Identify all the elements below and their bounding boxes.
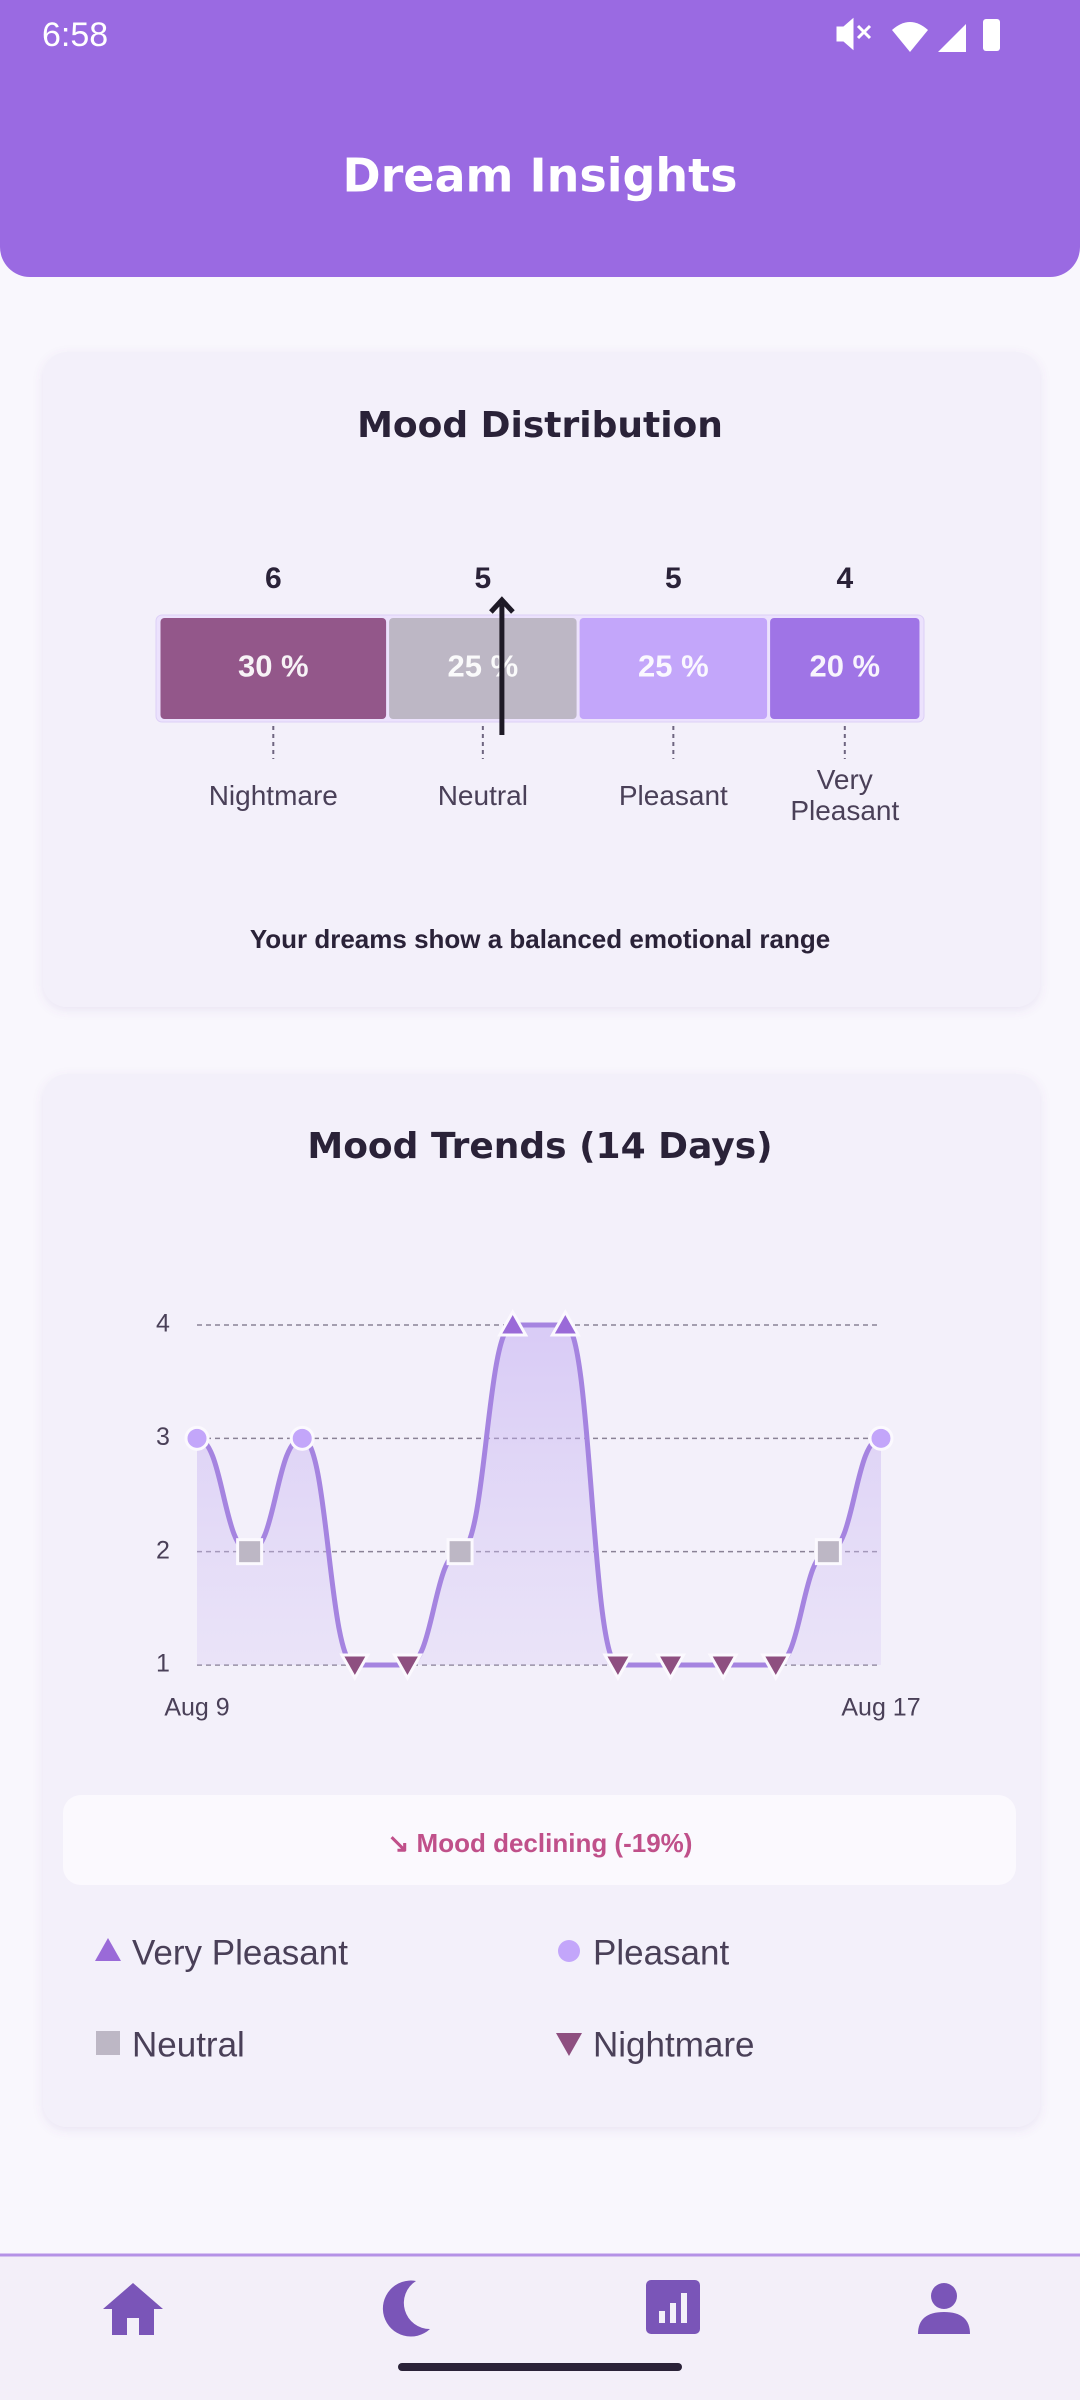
segment-label: 25 % bbox=[638, 649, 709, 684]
category-label-box: Very Pleasant bbox=[790, 764, 900, 826]
status-icons bbox=[836, 17, 1000, 52]
count-label: 5 bbox=[475, 562, 492, 595]
bar-segment bbox=[389, 618, 577, 719]
caption: Your dreams show a balanced emotional ra… bbox=[250, 924, 830, 954]
legend-marker bbox=[558, 1940, 580, 1962]
status-time: 6:58 bbox=[42, 16, 108, 54]
point bbox=[184, 1425, 210, 1451]
y-tick-label: 3 bbox=[156, 1423, 170, 1451]
category-label: Pleasant bbox=[618, 779, 728, 811]
point bbox=[446, 1538, 474, 1566]
count-label: 6 bbox=[265, 562, 282, 595]
point bbox=[339, 1653, 371, 1682]
nav-profile[interactable] bbox=[918, 2283, 970, 2334]
category-label: Nightmare bbox=[208, 779, 338, 811]
card-title: Mood Trends (14 Days) bbox=[307, 1126, 772, 1167]
category-label: Very Pleasant bbox=[790, 764, 900, 826]
y-tick-label: 1 bbox=[156, 1650, 170, 1678]
category-label-box: Neutral bbox=[437, 779, 528, 811]
legend-marker bbox=[95, 1938, 121, 1961]
legend-label: Neutral bbox=[132, 2025, 245, 2064]
point bbox=[814, 1538, 842, 1566]
indicator bbox=[489, 596, 515, 735]
bar-segment bbox=[160, 618, 387, 719]
category-label: Neutral bbox=[437, 779, 528, 811]
card-title: Mood Distribution bbox=[357, 405, 723, 446]
bar-segment bbox=[579, 618, 768, 719]
note-box bbox=[63, 1795, 1016, 1885]
point bbox=[707, 1653, 739, 1682]
point bbox=[868, 1425, 894, 1451]
area bbox=[197, 1325, 881, 1665]
segment-label: 25 % bbox=[448, 649, 519, 684]
legend-marker bbox=[556, 2033, 582, 2056]
nav-home[interactable] bbox=[103, 2283, 163, 2335]
nav-insights[interactable] bbox=[646, 2280, 700, 2334]
count-label: 4 bbox=[836, 562, 853, 595]
home-indicator bbox=[398, 2363, 682, 2371]
header-bar bbox=[0, 0, 1080, 277]
point bbox=[391, 1653, 424, 1682]
x-tick-label: Aug 17 bbox=[841, 1694, 920, 1722]
legend-marker bbox=[96, 2031, 120, 2055]
x-tick-label: Aug 9 bbox=[164, 1694, 229, 1722]
point bbox=[289, 1425, 315, 1451]
point bbox=[236, 1538, 264, 1566]
point bbox=[602, 1653, 634, 1682]
segment-label: 30 % bbox=[238, 649, 309, 684]
legend-label: Pleasant bbox=[593, 1933, 729, 1972]
legend-label: Nightmare bbox=[593, 2025, 754, 2064]
bottom-nav bbox=[0, 2255, 1080, 2400]
legend-label: Very Pleasant bbox=[132, 1933, 348, 1972]
y-tick-label: 2 bbox=[156, 1536, 170, 1564]
point bbox=[549, 1308, 581, 1337]
category-label-box: Pleasant bbox=[618, 779, 728, 811]
point bbox=[654, 1653, 687, 1682]
point bbox=[760, 1653, 792, 1682]
header-title: Dream Insights bbox=[342, 149, 737, 203]
trend-note: ↘ Mood declining (-19%) bbox=[388, 1828, 693, 1858]
y-tick-label: 4 bbox=[156, 1310, 170, 1338]
point bbox=[497, 1308, 529, 1337]
segment-label: 20 % bbox=[809, 649, 880, 684]
nav-dreams[interactable] bbox=[382, 2280, 430, 2337]
category-label-box: Nightmare bbox=[208, 779, 338, 811]
count-label: 5 bbox=[665, 562, 682, 595]
bar-segment bbox=[770, 618, 920, 719]
